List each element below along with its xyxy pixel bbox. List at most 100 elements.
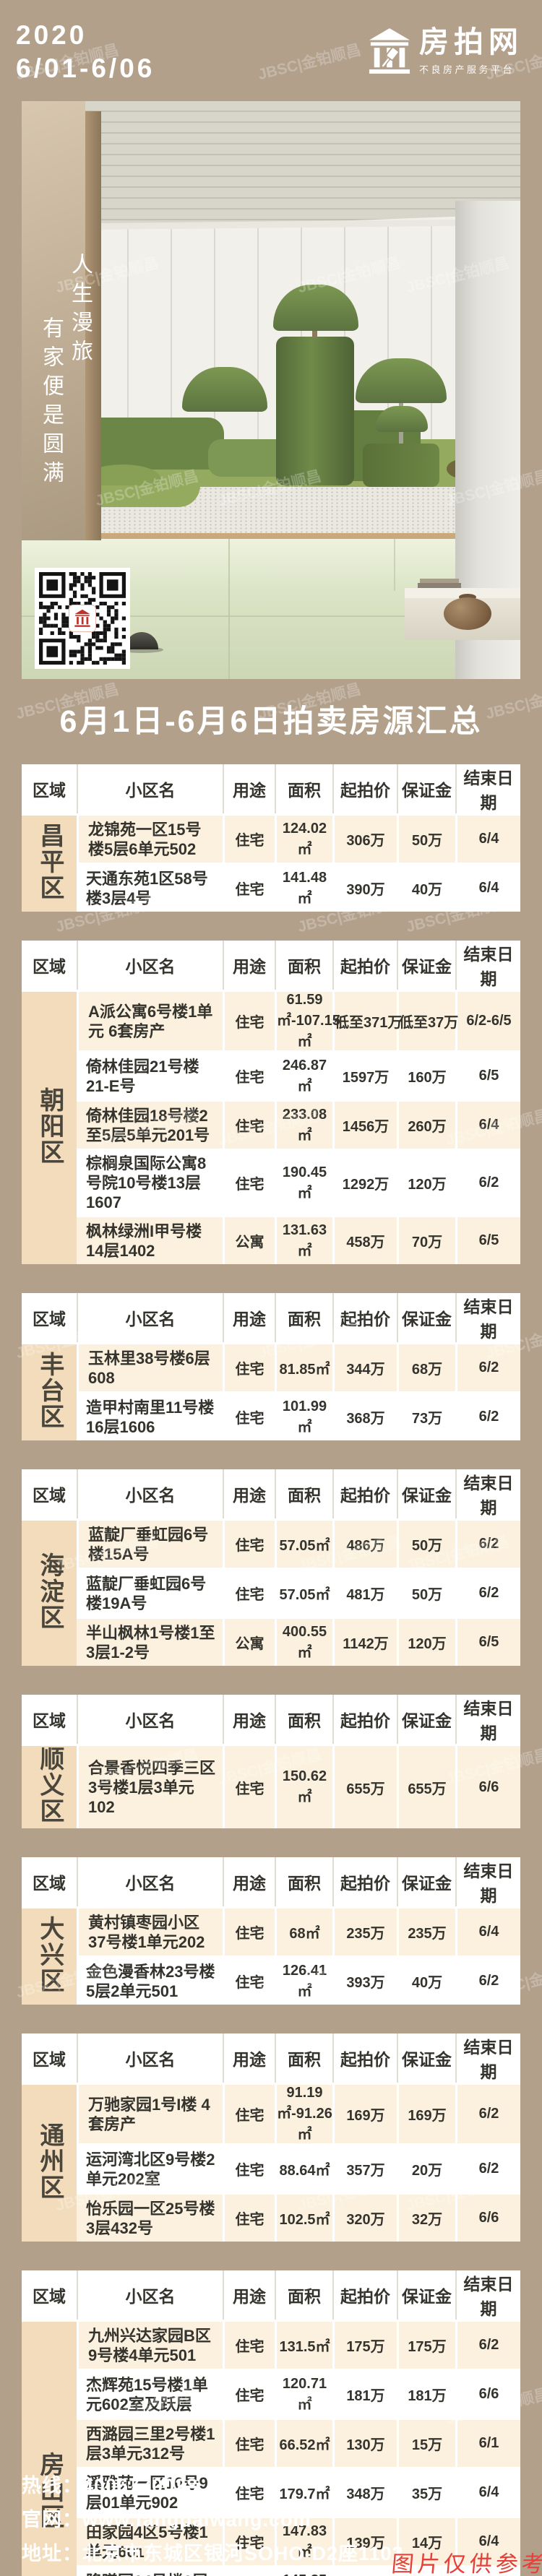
cell-deposit: 40万 [397,1955,455,2005]
hero-slogan-line1: 人生漫旅 [67,253,93,368]
col-header-2: 小区名 [77,941,223,990]
cell-area: 150.62㎡ [275,1744,332,1828]
cell-area: 233.08㎡ [275,1099,332,1149]
cell-area: 147.83㎡ [275,2516,332,2565]
cell-deposit: 175万 [397,2320,455,2369]
page-title: 6月1日-6月6日拍卖房源汇总 [59,704,483,739]
cell-community: A派公寓6号楼1单元 6套房产 [77,990,223,1050]
cell-use: 住宅 [223,2192,275,2242]
listing-row: 顺义区 合景香悦四季三区3号楼1层3单元102 住宅 150.62㎡ 655万 655万 6… [22,1744,520,1828]
col-header-1: 区域 [22,2033,77,2083]
listing-row: 房山区 九州兴达家园B区9号楼4单元501 住宅 131.5㎡ 175万 175万 6/2 [22,2320,520,2576]
district-table-8: 区域 小区名 用途 面积 起拍价 保证金 结束日期 房山区 九州兴达家园B区9号楼4单元501 住… [22,2270,520,2576]
col-header-2: 小区名 [77,1469,223,1518]
cell-start-price: 320万 [332,2192,397,2242]
col-header-1: 区域 [22,2270,77,2320]
cell-use: 住宅 [223,2565,275,2576]
qr-center-logo [69,605,96,632]
cell-start-price: 390万 [332,863,397,912]
cell-end-date: 6/4 [455,2467,520,2516]
cell-deposit: 32万 [397,2192,455,2242]
cell-community: 黄村镇枣园小区37号楼1单元202 [77,1906,223,1955]
col-header-2: 小区名 [77,764,223,813]
district-label: 房山区 [22,2320,77,2576]
topiary-trunk [399,402,403,472]
cell-end-date: 6/1 [455,2418,520,2467]
hero-bench [405,588,520,598]
listing-row: 造甲村南里11号楼16层1606 住宅 101.99㎡ 368万 73万 6/2 [22,1391,520,1440]
cell-end-date: 6/2 [455,1342,520,1391]
col-header-6: 保证金 [397,1857,455,1906]
hero-photo [22,101,520,679]
cell-end-date: 6/2 [455,2083,520,2143]
district-table-5: 区域 小区名 用途 面积 起拍价 保证金 结束日期 顺义区 合景香悦四季三区3号楼1层3单元10… [22,1695,520,1828]
cell-deposit: 120万 [397,1617,455,1666]
cell-start-price: 235万 [332,1906,397,1955]
cell-use: 住宅 [223,1906,275,1955]
cell-start-price: 458万 [332,1215,397,1264]
cell-area: 91.19㎡-91.26㎡ [275,2083,332,2143]
district-name: 顺义区 [35,1746,64,1824]
cell-deposit: 160万 [397,1050,455,1099]
qr-building-icon [74,609,90,627]
cell-community: 半山枫林1号楼1至3层1-2号 [77,1617,223,1666]
cell-community: 万驰家园1号I楼 4套房产 [77,2083,223,2143]
website-url[interactable]: www.fangpaiwang.com [82,2509,311,2530]
cell-community: 天通东苑1区58号楼3层4号 [77,863,223,912]
cell-community: 隆曦园14号楼6层3-601 [77,2565,223,2576]
cell-area: 57.05㎡ [275,1518,332,1568]
cell-end-date: 6/5 [455,1617,520,1666]
cell-community: 造甲村南里11号楼16层1606 [77,1391,223,1440]
cell-use: 住宅 [223,1744,275,1828]
col-header-4: 面积 [275,2033,332,2083]
cell-use: 住宅 [223,1149,275,1215]
col-header-3: 用途 [223,1857,275,1906]
cell-use: 住宅 [223,2143,275,2192]
cell-area: 120.71㎡ [275,2369,332,2418]
col-header-3: 用途 [223,764,275,813]
col-header-3: 用途 [223,2033,275,2083]
col-header-4: 面积 [275,941,332,990]
cell-start-price: 139万 [332,2516,397,2565]
cell-area: 124.02㎡ [275,813,332,863]
cell-community: 棕榈泉国际公寓8号院10号楼13层1607 [77,1149,223,1215]
cell-deposit: 73万 [397,1391,455,1440]
cell-deposit: 120万 [397,1149,455,1215]
cell-start-price: 1597万 [332,1050,397,1099]
cell-use: 住宅 [223,2083,275,2143]
cell-start-price: 181万 [332,2369,397,2418]
cell-use: 住宅 [223,1099,275,1149]
cell-community: 九州兴达家园B区9号楼4单元501 [77,2320,223,2369]
cell-deposit: 70万 [397,1215,455,1264]
listing-row: 田家园4区5号楼1单元601 住宅 147.83㎡ 139万 14万 6/4 [22,2516,520,2565]
cell-start-price: 393万 [332,1955,397,2005]
cell-use: 住宅 [223,2320,275,2369]
district-name: 通州区 [35,2122,64,2200]
listing-row: 怡乐园一区25号楼3层432号 住宅 102.5㎡ 320万 32万 6/6 [22,2192,520,2242]
website-label: 官网： [22,2509,82,2530]
listing-row: 金色漫香林23号楼5层2单元501 住宅 126.41㎡ 393万 40万 6/2 [22,1955,520,2005]
col-header-2: 小区名 [77,1857,223,1906]
listing-row: 海淀区 蓝靛厂垂虹园6号楼15A号 住宅 57.05㎡ 486万 50万 6/2 [22,1518,520,1666]
col-header-4: 面积 [275,1469,332,1518]
cell-end-date: 6/2 [455,2320,520,2369]
cell-community: 倚林佳园18号楼2至5层5单元201号 [77,1099,223,1149]
col-header-4: 面积 [275,1293,332,1342]
district-name: 大兴区 [35,1915,64,1994]
cell-use: 住宅 [223,990,275,1050]
cell-area: 400.55㎡ [275,1617,332,1666]
cell-deposit: 181万 [397,2369,455,2418]
col-header-1: 区域 [22,1857,77,1906]
listing-row: 隆曦园14号楼6层3-601住宅145.85㎡220万20万6/4 [22,2565,520,2576]
col-header-4: 面积 [275,764,332,813]
hero-left-pillar [22,101,85,540]
hero-books [418,583,461,588]
cell-end-date: 6/4 [455,1099,520,1149]
cell-start-price: 1292万 [332,1149,397,1215]
cell-end-date: 6/6 [455,2369,520,2418]
cell-start-price: 130万 [332,2418,397,2467]
cell-deposit: 68万 [397,1342,455,1391]
hero-ceiling-slats [22,101,520,233]
cell-start-price: 348万 [332,2467,397,2516]
district-tables: 区域 小区名 用途 面积 起拍价 保证金 结束日期 昌平区 龙锦苑一区15号楼5层6单元502 住… [22,764,520,2576]
